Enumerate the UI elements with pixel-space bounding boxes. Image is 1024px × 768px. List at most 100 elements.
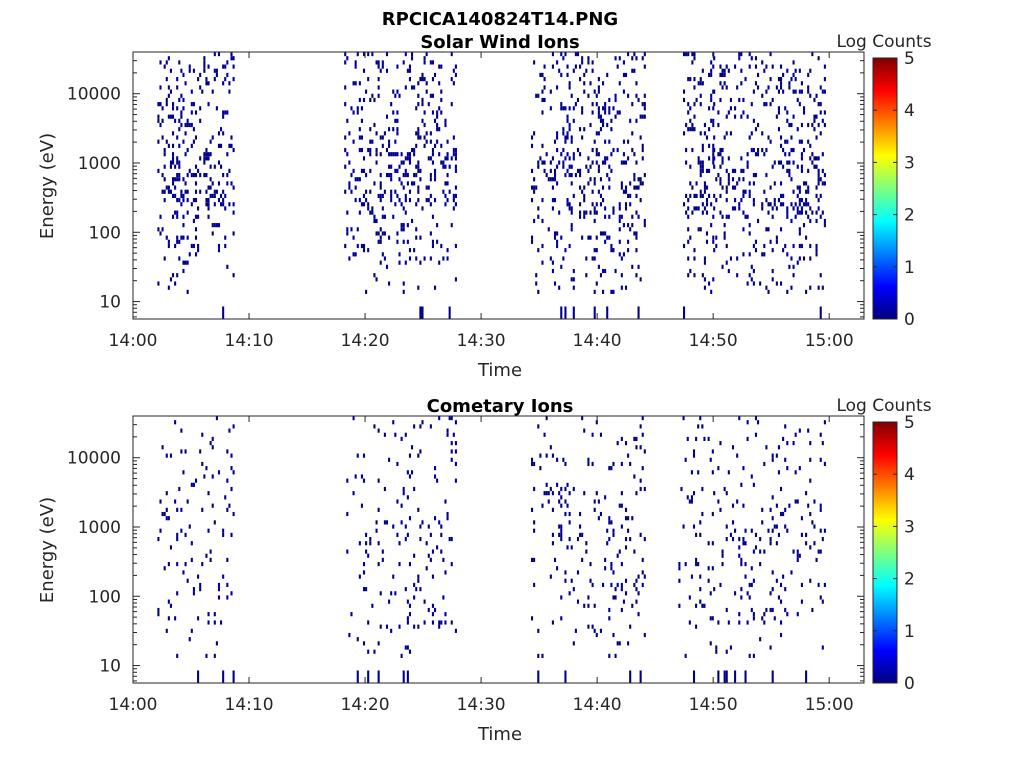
count-cell bbox=[551, 185, 554, 190]
count-cell bbox=[228, 202, 231, 207]
count-cell bbox=[452, 206, 455, 211]
count-cell bbox=[817, 198, 820, 203]
count-cell bbox=[767, 528, 770, 533]
count-cell bbox=[693, 77, 696, 82]
count-cell bbox=[556, 243, 559, 249]
count-cell bbox=[570, 164, 573, 169]
count-cell bbox=[549, 160, 552, 165]
count-cell bbox=[703, 260, 706, 265]
count-cell bbox=[723, 486, 726, 492]
count-cell bbox=[199, 156, 202, 161]
count-cell bbox=[725, 670, 728, 683]
count-cell bbox=[190, 89, 193, 94]
count-cell bbox=[710, 118, 713, 123]
count-cell bbox=[606, 72, 609, 78]
count-cell bbox=[635, 93, 638, 98]
count-cell bbox=[604, 102, 607, 107]
count-cell bbox=[819, 273, 822, 278]
count-cell bbox=[612, 106, 615, 111]
count-cell bbox=[695, 624, 698, 629]
count-cell bbox=[742, 210, 745, 215]
count-cell bbox=[176, 210, 179, 215]
count-cell bbox=[604, 239, 607, 244]
count-cell bbox=[452, 68, 455, 73]
count-cell bbox=[558, 499, 561, 504]
count-cell bbox=[161, 135, 164, 140]
count-cell bbox=[226, 172, 229, 178]
count-cell bbox=[165, 453, 168, 458]
count-cell bbox=[365, 289, 368, 294]
count-cell bbox=[207, 81, 210, 86]
count-cell bbox=[574, 52, 577, 57]
count-cell bbox=[230, 56, 233, 61]
count-cell bbox=[553, 177, 557, 182]
count-cell bbox=[533, 582, 536, 588]
count-cell bbox=[643, 172, 646, 178]
count-cell bbox=[641, 432, 644, 437]
count-cell bbox=[591, 256, 594, 261]
count-cell bbox=[186, 118, 189, 123]
count-cell bbox=[211, 445, 214, 450]
count-cell bbox=[769, 645, 772, 650]
count-cell bbox=[560, 595, 563, 600]
count-cell bbox=[712, 214, 715, 219]
count-cell bbox=[786, 68, 789, 73]
count-cell bbox=[721, 72, 724, 78]
count-cell bbox=[369, 139, 372, 144]
count-cell bbox=[161, 189, 164, 194]
count-cell bbox=[450, 156, 453, 161]
count-cell bbox=[786, 252, 789, 257]
count-cell bbox=[161, 511, 164, 517]
count-cell bbox=[805, 289, 808, 294]
count-cell bbox=[553, 172, 557, 178]
count-cell bbox=[560, 106, 563, 111]
colorbar-tick-label: 3 bbox=[904, 153, 915, 173]
count-cell bbox=[641, 114, 644, 119]
count-cell bbox=[709, 616, 712, 621]
count-cell bbox=[629, 193, 632, 199]
count-cell bbox=[182, 470, 185, 475]
count-cell bbox=[731, 445, 735, 450]
count-cell bbox=[821, 118, 824, 123]
count-cell bbox=[599, 432, 602, 437]
count-cell bbox=[211, 135, 214, 140]
count-cell bbox=[742, 168, 745, 173]
count-cell bbox=[348, 256, 351, 261]
count-cell bbox=[433, 118, 437, 123]
count-cell bbox=[779, 599, 783, 604]
count-cell bbox=[705, 168, 709, 173]
count-cell bbox=[352, 235, 355, 240]
count-cell bbox=[721, 264, 724, 269]
count-cell bbox=[381, 549, 384, 554]
x-tick-label: 14:30 bbox=[457, 695, 506, 715]
count-cell bbox=[689, 181, 692, 186]
count-cell bbox=[188, 64, 191, 69]
count-cell bbox=[786, 528, 789, 533]
y-tick-label: 10000 bbox=[67, 449, 121, 469]
count-cell bbox=[775, 541, 778, 546]
count-cell bbox=[165, 516, 168, 521]
count-cell bbox=[752, 549, 755, 554]
count-cell bbox=[805, 670, 808, 683]
count-cell bbox=[556, 457, 559, 462]
count-cell bbox=[182, 72, 185, 78]
count-cell bbox=[354, 198, 357, 203]
count-cell bbox=[796, 185, 799, 190]
count-cell bbox=[222, 202, 225, 207]
count-cell bbox=[750, 264, 753, 269]
count-cell bbox=[400, 202, 403, 207]
count-cell bbox=[174, 420, 177, 425]
count-cell bbox=[197, 574, 200, 579]
count-cell bbox=[807, 85, 810, 90]
count-cell bbox=[553, 168, 557, 173]
count-cell bbox=[761, 507, 764, 512]
count-cell bbox=[379, 198, 382, 203]
count-cell bbox=[701, 168, 704, 173]
panel-title: Solar Wind Ions bbox=[420, 32, 579, 53]
count-cell bbox=[752, 89, 755, 94]
count-cell bbox=[633, 68, 636, 73]
count-cell bbox=[719, 147, 722, 153]
count-cell bbox=[687, 214, 690, 219]
count-cell bbox=[547, 177, 550, 182]
count-cell bbox=[211, 474, 214, 479]
